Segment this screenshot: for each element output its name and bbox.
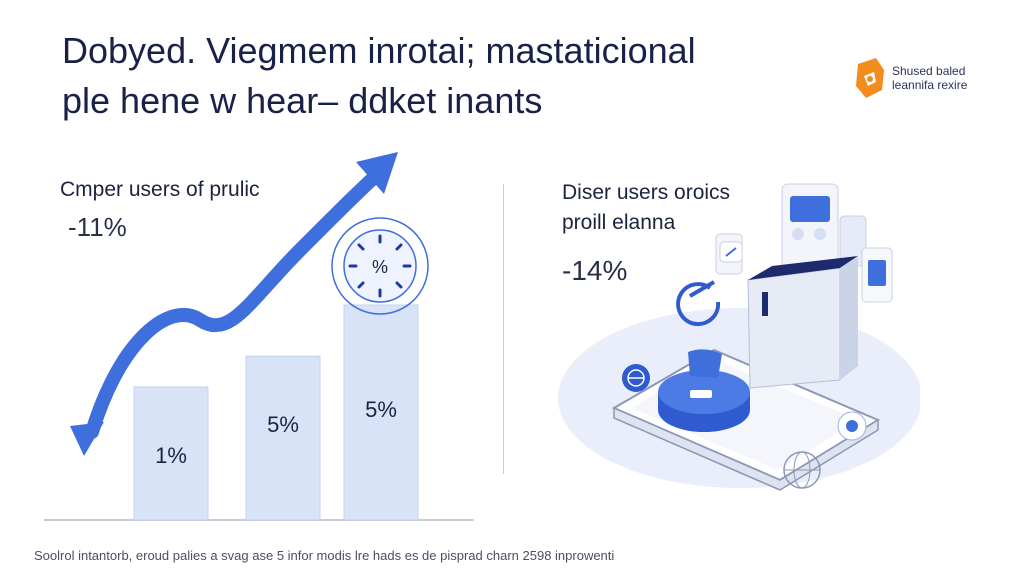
bar-label-1: 1% — [155, 443, 187, 468]
bar-1 — [133, 386, 209, 521]
right-stat-line-2: proill elanna — [562, 211, 676, 234]
brand: Shused baled leannifa rexire — [852, 56, 1012, 100]
footer-note: Soolrol intantorb, eroud palies a svag a… — [34, 548, 615, 563]
bar-label-2: 5% — [267, 412, 299, 437]
trend-arrow-head — [356, 152, 398, 194]
bar-2 — [245, 355, 321, 521]
globe-icon — [622, 364, 650, 392]
bar-3 — [343, 304, 419, 521]
bar-label-3: 5% — [365, 397, 397, 422]
brand-line-1: Shused baled — [892, 64, 966, 78]
left-stat-label: Cmper users of prulic — [60, 178, 260, 201]
headline-line-2: ple hene w hear– ddket inants — [62, 80, 543, 121]
network-globe-icon — [783, 451, 821, 489]
left-stat: Cmper users of prulic -11% — [60, 178, 260, 243]
left-stat-value: -11% — [68, 212, 127, 242]
bar-chart: 1% 5% 5% % — [44, 152, 474, 521]
device-illustration — [558, 183, 920, 491]
headline-line-1: Dobyed. Viegmem inrotai; mastaticional — [62, 30, 696, 71]
right-stat: Diser users oroics proill elanna -14% — [562, 178, 730, 286]
right-stat-line-1: Diser users oroics — [562, 181, 731, 204]
small-card-icon — [719, 241, 743, 263]
chat-bubble-icon — [837, 411, 867, 441]
brand-line-2: leannifa rexire — [892, 78, 968, 92]
cylinder-button — [658, 349, 750, 432]
percent-sun-icon: % — [372, 257, 388, 277]
e-logo-icon — [676, 280, 721, 327]
divider — [503, 184, 504, 474]
floating-panels — [715, 183, 893, 303]
trend-arrow — [85, 163, 389, 439]
brand-logo-icon — [856, 58, 884, 98]
right-stat-value: -14% — [562, 255, 628, 286]
server-box — [747, 256, 858, 389]
trend-arrow-tail — [70, 422, 104, 456]
headline: Dobyed. Viegmem inrotai; mastaticional p… — [62, 26, 822, 126]
percent-badge: % — [331, 217, 429, 315]
